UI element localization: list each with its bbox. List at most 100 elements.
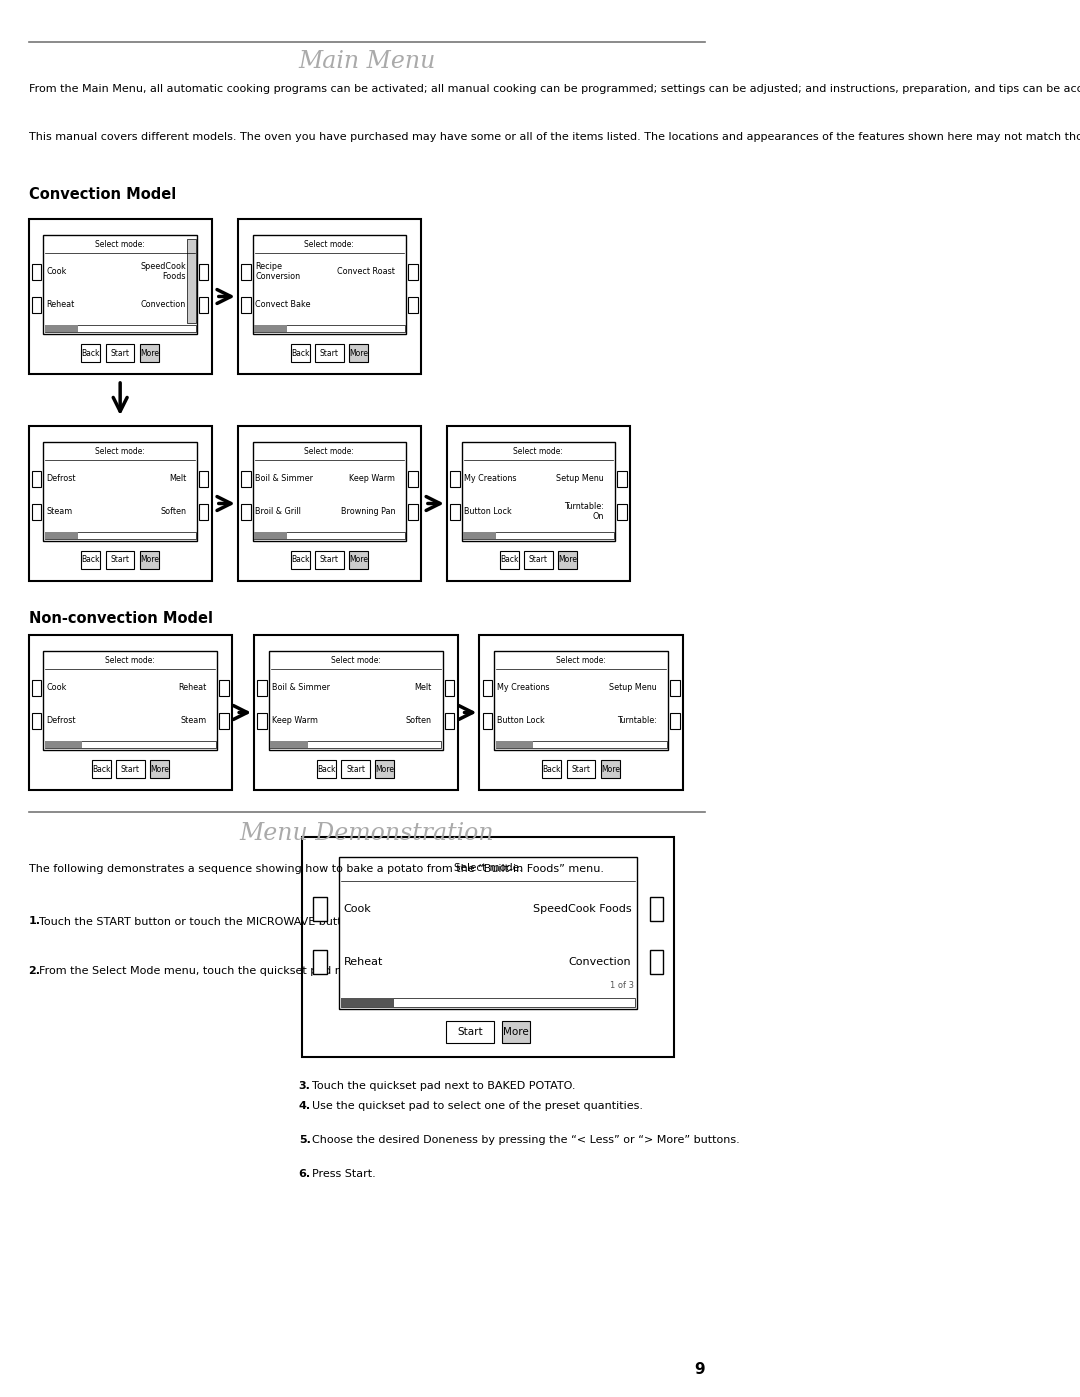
Text: Touch the quickset pad next to BAKED POTATO.: Touch the quickset pad next to BAKED POT… xyxy=(312,1081,576,1091)
Bar xyxy=(445,712,455,728)
Text: Steam: Steam xyxy=(180,717,206,725)
Bar xyxy=(496,740,666,747)
Text: SpeedCook Foods: SpeedCook Foods xyxy=(532,904,632,914)
Bar xyxy=(254,636,458,789)
Text: Cook: Cook xyxy=(46,267,67,277)
Bar xyxy=(43,235,197,334)
Text: From the Select Mode menu, touch the quickset pad next to “Cook.”: From the Select Mode menu, touch the qui… xyxy=(39,965,420,977)
Text: 5.: 5. xyxy=(299,1134,311,1146)
Bar xyxy=(269,651,443,750)
Bar xyxy=(241,296,251,313)
Bar xyxy=(408,503,418,520)
Bar xyxy=(32,712,41,728)
Bar xyxy=(349,550,368,569)
Bar xyxy=(199,296,208,313)
Text: 2.: 2. xyxy=(28,965,41,977)
Bar xyxy=(199,264,208,279)
Text: Start: Start xyxy=(121,764,139,774)
Bar xyxy=(241,503,251,520)
Bar xyxy=(483,679,492,696)
Bar xyxy=(650,897,663,921)
Text: Boil & Simmer: Boil & Simmer xyxy=(255,474,313,483)
Bar xyxy=(257,712,267,728)
Bar xyxy=(254,326,405,332)
Bar xyxy=(650,950,663,974)
Text: Reheat: Reheat xyxy=(46,300,75,309)
Bar xyxy=(450,503,460,520)
Text: Keep Warm: Keep Warm xyxy=(349,474,395,483)
Text: More: More xyxy=(376,764,394,774)
Bar xyxy=(81,550,100,569)
Text: Convection: Convection xyxy=(140,300,186,309)
Bar xyxy=(483,712,492,728)
Text: More: More xyxy=(139,348,159,358)
Bar xyxy=(291,550,310,569)
Bar xyxy=(446,1021,494,1044)
Bar xyxy=(43,651,217,750)
Bar xyxy=(447,426,630,581)
Text: Menu Demonstration: Menu Demonstration xyxy=(240,821,494,845)
Text: Reheat: Reheat xyxy=(178,683,206,692)
Bar xyxy=(150,760,170,778)
Text: Select mode:: Select mode: xyxy=(305,447,354,455)
Bar xyxy=(450,471,460,486)
Bar xyxy=(496,740,534,747)
Text: Convection: Convection xyxy=(569,957,632,967)
Bar xyxy=(253,235,406,334)
Text: Button Lock: Button Lock xyxy=(497,717,544,725)
Text: Start: Start xyxy=(320,556,339,564)
Text: Boil & Simmer: Boil & Simmer xyxy=(271,683,329,692)
Bar xyxy=(617,471,626,486)
Text: This manual covers different models. The oven you have purchased may have some o: This manual covers different models. The… xyxy=(28,131,1080,142)
Text: 6.: 6. xyxy=(299,1169,311,1179)
Text: Broil & Grill: Broil & Grill xyxy=(255,507,301,515)
Text: Turntable:
On: Turntable: On xyxy=(565,502,604,521)
Text: Back: Back xyxy=(92,764,110,774)
Text: Start: Start xyxy=(110,556,130,564)
Text: Setup Menu: Setup Menu xyxy=(609,683,657,692)
Bar xyxy=(376,760,394,778)
Text: Reheat: Reheat xyxy=(343,957,383,967)
Text: More: More xyxy=(349,556,368,564)
Bar xyxy=(670,679,679,696)
Bar xyxy=(463,532,496,539)
Bar xyxy=(219,712,229,728)
Text: Start: Start xyxy=(110,348,130,358)
Text: Select mode:: Select mode: xyxy=(556,657,606,665)
Bar xyxy=(524,550,553,569)
Bar xyxy=(106,550,134,569)
Text: More: More xyxy=(558,556,577,564)
Bar xyxy=(315,550,343,569)
Bar xyxy=(500,550,518,569)
Text: Start: Start xyxy=(320,348,339,358)
Bar xyxy=(341,760,370,778)
Bar xyxy=(106,344,134,362)
Bar xyxy=(502,1021,530,1044)
Text: Melt: Melt xyxy=(168,474,186,483)
Bar xyxy=(116,760,145,778)
Bar xyxy=(270,740,442,747)
Bar xyxy=(254,326,287,332)
Bar xyxy=(341,997,635,1007)
Bar xyxy=(44,326,78,332)
Bar xyxy=(139,550,159,569)
Text: The following demonstrates a sequence showing how to bake a potato from the “Bui: The following demonstrates a sequence sh… xyxy=(28,863,604,875)
Bar xyxy=(28,636,232,789)
Text: Select mode:: Select mode: xyxy=(454,863,523,873)
Text: 4.: 4. xyxy=(299,1101,311,1111)
Text: Back: Back xyxy=(318,764,336,774)
Bar xyxy=(315,344,343,362)
Text: Browning Pan: Browning Pan xyxy=(340,507,395,515)
Bar xyxy=(28,426,212,581)
Text: Steam: Steam xyxy=(46,507,72,515)
Text: Start: Start xyxy=(529,556,548,564)
Text: Select mode:: Select mode: xyxy=(513,447,564,455)
Text: 1 of 3: 1 of 3 xyxy=(610,981,634,990)
Text: My Creations: My Creations xyxy=(464,474,517,483)
Bar xyxy=(44,326,195,332)
Bar xyxy=(408,296,418,313)
Text: Select mode:: Select mode: xyxy=(106,657,156,665)
Text: Turntable:: Turntable: xyxy=(618,717,657,725)
Bar xyxy=(461,441,616,541)
Bar xyxy=(349,344,368,362)
